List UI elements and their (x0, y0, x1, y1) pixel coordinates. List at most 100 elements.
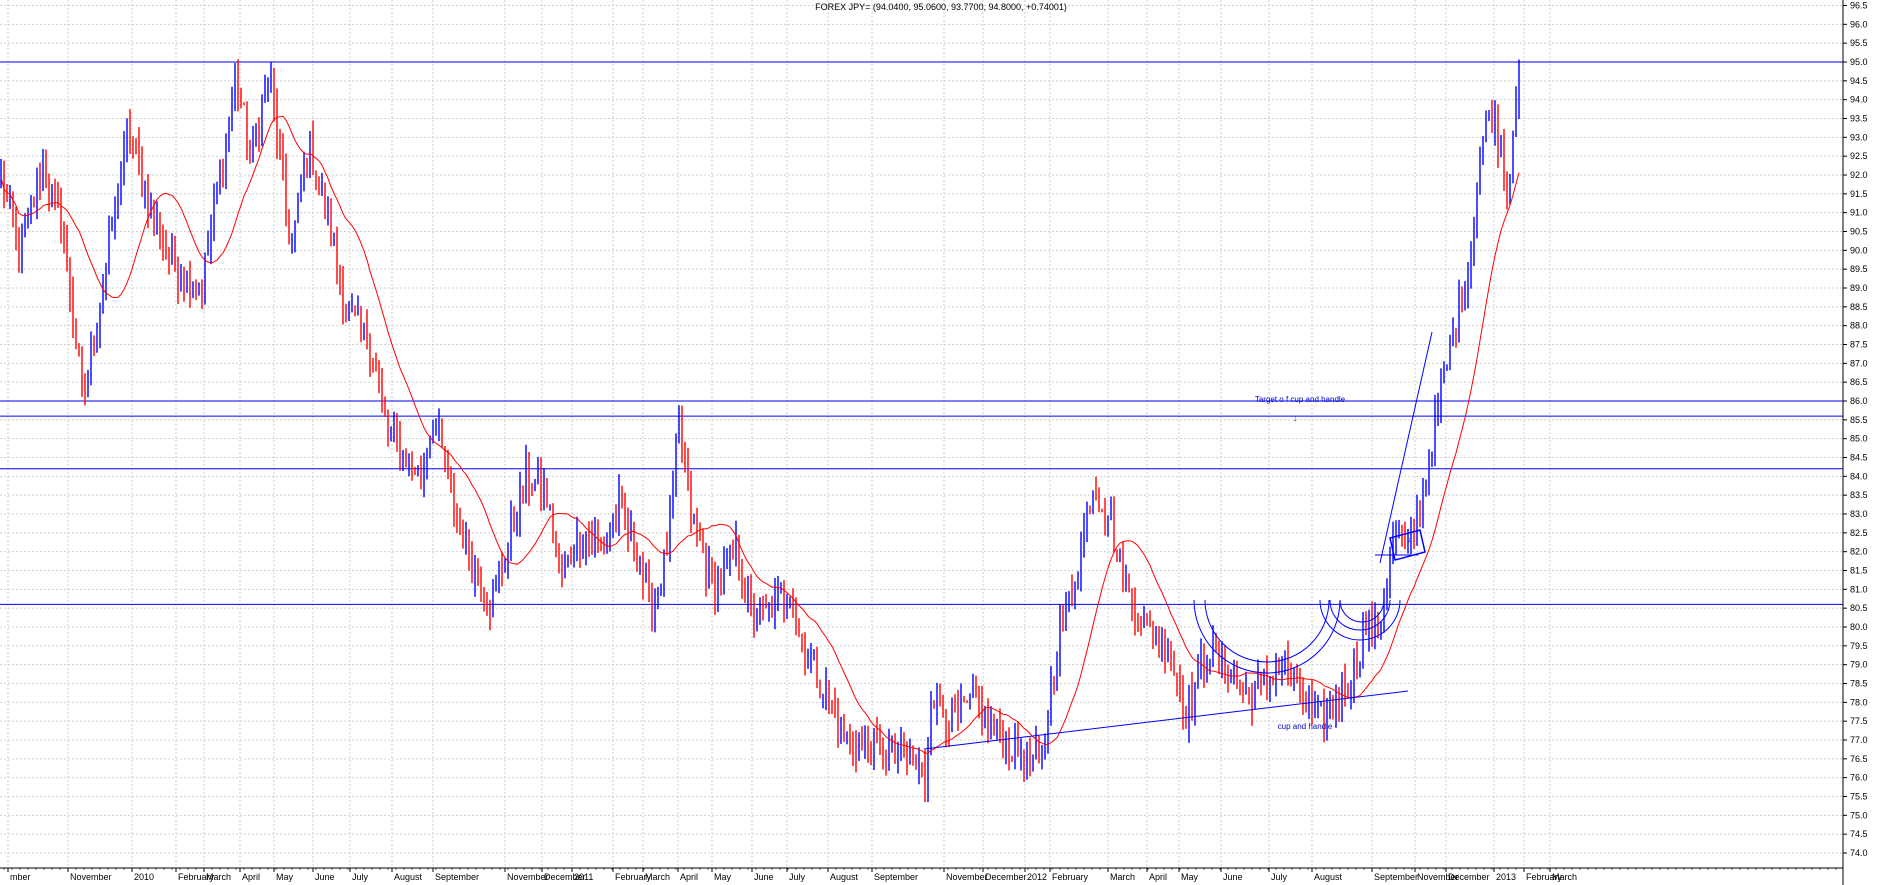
y-tick-label: 95.0 (1850, 57, 1868, 67)
y-tick-label: 79.0 (1850, 660, 1868, 670)
y-tick-label: 94.5 (1850, 76, 1868, 86)
y-tick-label: 94.0 (1850, 95, 1868, 105)
x-tick-label: August (394, 872, 423, 882)
y-tick-label: 74.0 (1850, 848, 1868, 858)
handle-arc-2 (1329, 599, 1391, 631)
y-tick-label: 87.5 (1850, 340, 1868, 350)
x-tick-label: 2011 (574, 872, 593, 882)
x-tick-label: December (544, 872, 586, 882)
y-tick-label: 90.5 (1850, 227, 1868, 237)
x-tick-label: November (1417, 872, 1459, 882)
y-tick-label: 82.0 (1850, 547, 1868, 557)
chart-title: FOREX JPY= (94.0400, 95.0600, 93.7700, 9… (815, 2, 1067, 12)
y-tick-label: 79.5 (1850, 641, 1868, 651)
y-axis: 74.0 74.5 75.0 75.5 76.0 76.5 77.0 77.5 78.0 78.5… (1842, 0, 1868, 885)
x-tick-label: September (1374, 872, 1418, 882)
handle-arc-3 (1339, 599, 1385, 623)
moving-average-line (0, 115, 1520, 754)
target-arrow-annotation: ↓ (1293, 414, 1297, 423)
x-tick-label: mber (10, 872, 31, 882)
y-tick-label: 76.0 (1850, 773, 1868, 783)
x-tick-label: September (874, 872, 918, 882)
trend-drawings (923, 331, 1433, 750)
rally-trendline (1379, 331, 1433, 564)
y-tick-label: 87.0 (1850, 358, 1868, 368)
y-tick-label: 84.5 (1850, 453, 1868, 463)
x-tick-label: May (276, 872, 294, 882)
x-tick-label: August (1314, 872, 1343, 882)
x-tick-label: July (789, 872, 806, 882)
x-tick-label: December (985, 872, 1027, 882)
y-tick-labels: 74.0 74.5 75.0 75.5 76.0 76.5 77.0 77.5 78.0 78.5… (1843, 1, 1868, 858)
x-tick-label: July (1271, 872, 1288, 882)
x-tick-label: November (70, 872, 112, 882)
x-tick-label: February (1526, 872, 1563, 882)
y-tick-label: 80.0 (1850, 622, 1868, 632)
x-tick-label: March (645, 872, 670, 882)
flag-arrow-annotation: ↓ (1407, 535, 1411, 544)
y-tick-label: 93.5 (1850, 114, 1868, 124)
support-trendline (923, 690, 1409, 750)
y-tick-label: 83.5 (1850, 490, 1868, 500)
cup-target-annotation: Target o f cup and handle (1255, 395, 1346, 404)
x-tick-label: September (435, 872, 479, 882)
y-tick-label: 92.5 (1850, 151, 1868, 161)
y-tick-label: 78.0 (1850, 697, 1868, 707)
x-tick-label: 2013 (1496, 872, 1516, 882)
y-tick-label: 86.5 (1850, 377, 1868, 387)
y-tick-label: 75.5 (1850, 792, 1868, 802)
x-tick-label: February (1052, 872, 1089, 882)
x-tick-label: March (1110, 872, 1135, 882)
y-tick-label: 91.0 (1850, 208, 1868, 218)
gridlines (0, 0, 1843, 868)
y-tick-label: 89.5 (1850, 264, 1868, 274)
y-tick-label: 85.5 (1850, 415, 1868, 425)
x-tick-label: March (206, 872, 231, 882)
y-tick-label: 76.5 (1850, 754, 1868, 764)
y-tick-label: 92.0 (1850, 170, 1868, 180)
y-tick-label: 86.0 (1850, 396, 1868, 406)
x-tick-label: July (352, 872, 369, 882)
y-tick-label: 95.5 (1850, 38, 1868, 48)
y-tick-label: 89.0 (1850, 283, 1868, 293)
x-tick-label: November (507, 872, 549, 882)
x-tick-label: February (178, 872, 215, 882)
y-tick-label: 88.0 (1850, 321, 1868, 331)
x-tick-label: 2012 (1027, 872, 1047, 882)
y-tick-label: 96.5 (1850, 1, 1868, 11)
x-tick-label: March (1552, 872, 1577, 882)
y-tick-label: 93.0 (1850, 132, 1868, 142)
y-tick-label: 80.5 (1850, 603, 1868, 613)
x-tick-label: August (830, 872, 859, 882)
y-tick-label: 78.5 (1850, 679, 1868, 689)
cup-arc-1 (1193, 599, 1341, 674)
price-bars (0, 59, 1520, 803)
x-tick-label: April (1149, 872, 1167, 882)
x-tick-label: June (754, 872, 774, 882)
y-tick-label: 96.0 (1850, 19, 1868, 29)
x-tick-label: June (315, 872, 335, 882)
y-tick-label: 84.0 (1850, 471, 1868, 481)
x-tick-label: April (680, 872, 698, 882)
y-tick-label: 85.0 (1850, 434, 1868, 444)
flag-box (1389, 529, 1426, 561)
y-tick-label: 81.5 (1850, 566, 1868, 576)
x-tick-label: February (615, 872, 652, 882)
y-tick-label: 83.0 (1850, 509, 1868, 519)
handle-arc-1 (1319, 599, 1401, 641)
x-tick-label: May (714, 872, 732, 882)
cup-arc-2 (1204, 599, 1330, 663)
y-tick-label: 74.5 (1850, 829, 1868, 839)
y-tick-label: 88.5 (1850, 302, 1868, 312)
y-tick-label: 82.5 (1850, 528, 1868, 538)
horizontal-levels (0, 61, 1843, 605)
y-tick-label: 75.0 (1850, 810, 1868, 820)
y-tick-label: 90.0 (1850, 245, 1868, 255)
x-tick-label: December (1448, 872, 1490, 882)
y-tick-label: 81.0 (1850, 584, 1868, 594)
y-tick-label: 77.0 (1850, 735, 1868, 745)
x-tick-label: 2010 (134, 872, 154, 882)
